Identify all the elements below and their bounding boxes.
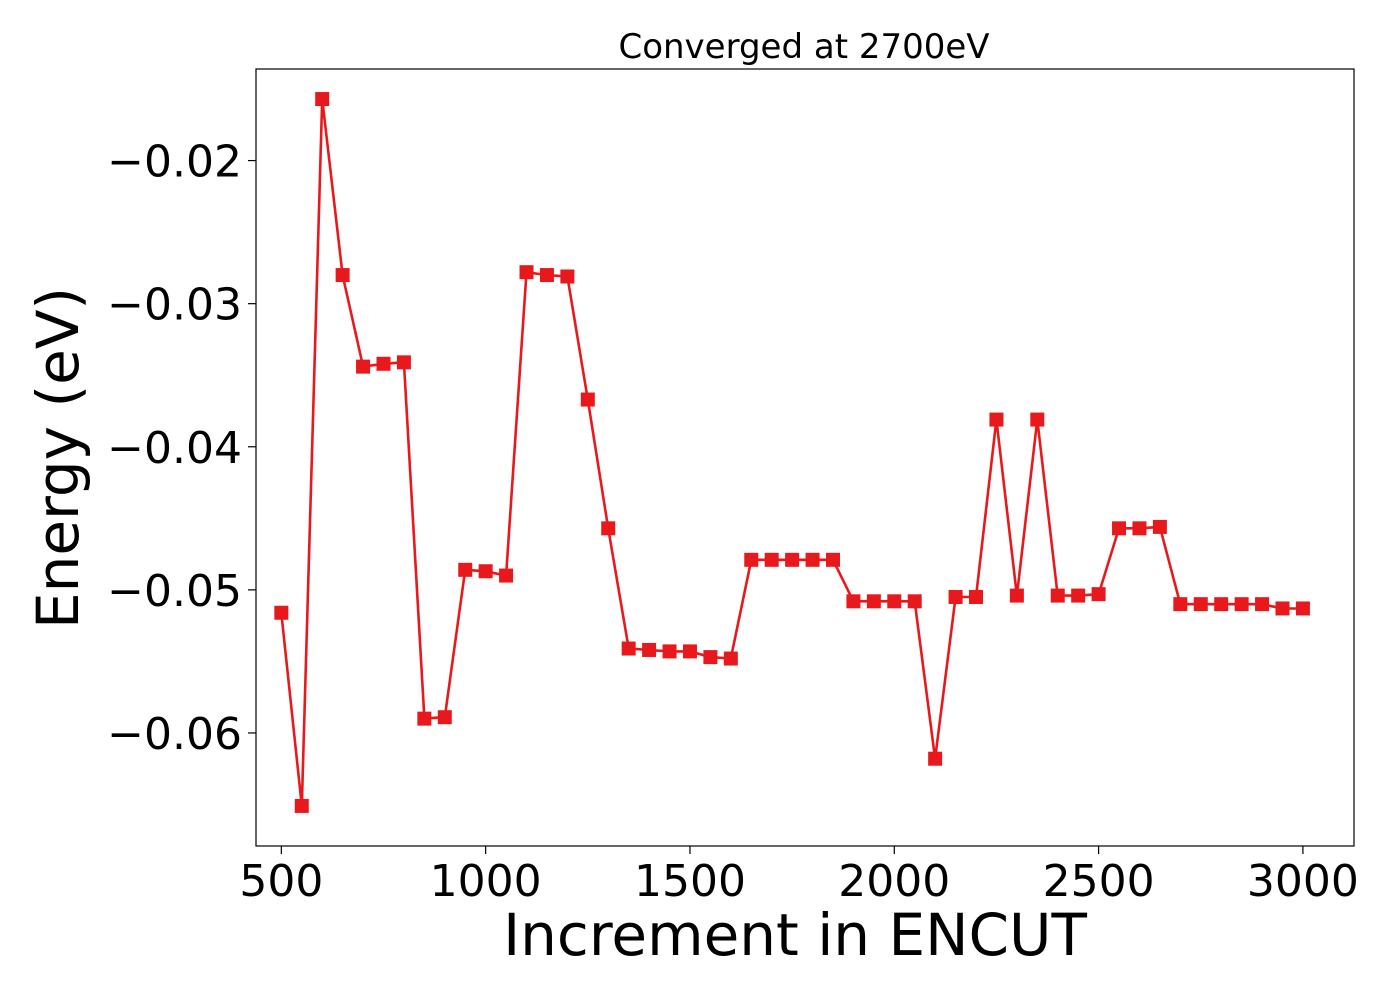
data-point [1295, 601, 1310, 616]
data-point [1152, 519, 1167, 534]
series-line [280, 97, 1303, 808]
data-point [621, 641, 636, 656]
data-point [499, 568, 514, 583]
data-point [866, 594, 881, 609]
data-point [274, 605, 289, 620]
data-point [1030, 412, 1045, 427]
plot-area [274, 92, 1310, 813]
data-point [723, 651, 738, 666]
data-point [315, 92, 330, 107]
data-point [376, 356, 391, 371]
data-point [1112, 521, 1127, 536]
x-axis: 500 1000 1500 2000 2500 3000 [239, 846, 1359, 907]
x-tick-label: 2500 [1043, 856, 1155, 907]
y-axis-label: Energy (eV) [24, 287, 92, 629]
data-point [682, 644, 697, 659]
x-tick-label: 1500 [634, 856, 746, 907]
data-point [1255, 597, 1270, 612]
data-point [1214, 597, 1229, 612]
data-point [969, 590, 984, 605]
y-tick-label: −0.05 [107, 566, 242, 617]
x-axis-label: Increment in ENCUT [503, 901, 1087, 969]
data-point [1071, 588, 1086, 603]
data-point [1234, 597, 1249, 612]
data-point [1173, 597, 1188, 612]
data-point [396, 355, 411, 370]
data-point [744, 552, 759, 567]
data-point [601, 521, 616, 536]
data-point [294, 798, 309, 813]
data-point [1132, 521, 1147, 536]
data-point [1050, 588, 1065, 603]
x-tick-label: 1000 [430, 856, 542, 907]
y-tick-label: −0.04 [107, 423, 242, 474]
data-point [437, 710, 452, 725]
y-tick-label: −0.06 [107, 709, 242, 760]
data-point [1193, 597, 1208, 612]
data-point [356, 359, 371, 374]
data-point [805, 552, 820, 567]
data-point [642, 642, 657, 657]
data-point [825, 552, 840, 567]
x-tick-label: 3000 [1247, 856, 1359, 907]
data-point [662, 644, 677, 659]
y-tick-label: −0.03 [107, 280, 242, 331]
data-point [1091, 587, 1106, 602]
data-point [335, 268, 350, 283]
data-point [560, 269, 575, 284]
data-point [539, 268, 554, 283]
data-point [785, 552, 800, 567]
data-point [1009, 588, 1024, 603]
data-point [764, 552, 779, 567]
data-point [846, 594, 861, 609]
data-point [907, 594, 922, 609]
data-point [519, 265, 534, 280]
plot-frame [255, 68, 1355, 847]
data-point [887, 594, 902, 609]
data-point [703, 650, 718, 665]
data-point [928, 751, 943, 766]
x-tick-label: 500 [239, 856, 323, 907]
data-point [580, 392, 595, 407]
y-tick-label: −0.02 [107, 137, 242, 188]
data-point [1275, 601, 1290, 616]
data-point [417, 711, 432, 726]
data-point [478, 564, 493, 579]
y-axis: −0.06 −0.05 −0.04 −0.03 −0.02 [107, 137, 256, 760]
data-point [989, 412, 1004, 427]
data-point [458, 562, 473, 577]
chart-title: Converged at 2700eV [618, 27, 989, 67]
x-tick-label: 2000 [838, 856, 950, 907]
data-point [948, 590, 963, 605]
